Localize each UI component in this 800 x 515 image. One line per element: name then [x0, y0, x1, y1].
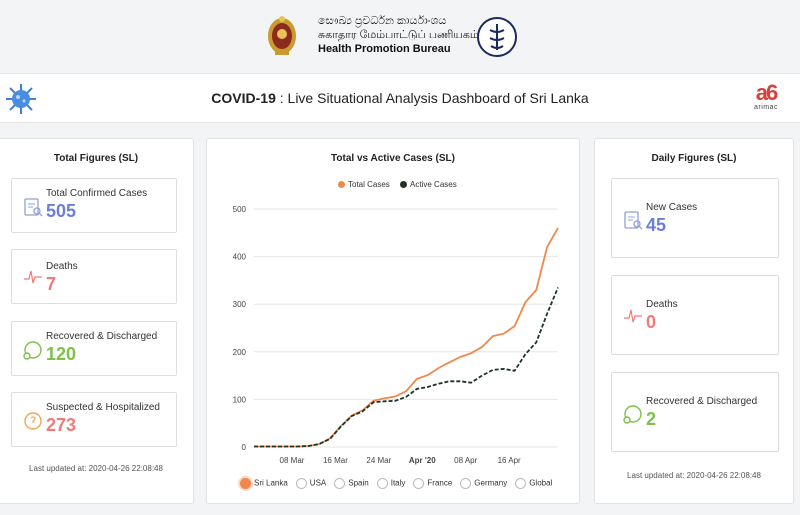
- radio-circle: [240, 478, 251, 489]
- stat-value: 2: [646, 409, 657, 429]
- stat-deaths: Deaths 7: [11, 249, 177, 304]
- x-tick-label: 08 Mar: [280, 456, 305, 465]
- radio-circle: [295, 478, 307, 489]
- country-option-global[interactable]: Global: [515, 478, 552, 489]
- clipboard-search-icon: [24, 198, 43, 217]
- daily-figures-title: Daily Figures (SL): [651, 153, 737, 164]
- bureau-name-tamil: சுகாதார மேம்பாட்டுப் பணியகம்: [318, 29, 479, 41]
- country-option-italy[interactable]: Italy: [376, 478, 406, 489]
- stat-label: New Cases: [646, 202, 698, 213]
- y-tick-label: 100: [233, 395, 247, 404]
- legend-item-total[interactable]: Total Cases: [338, 180, 390, 189]
- x-tick-label: 16 Apr: [498, 456, 521, 465]
- radio-label: Spain: [348, 478, 369, 488]
- radio-label: Italy: [390, 478, 406, 488]
- stat-total-confirmed: Total Confirmed Cases 505: [11, 178, 177, 233]
- stat-label: Deaths: [46, 261, 78, 272]
- arimac-mark-icon: a6: [755, 80, 778, 105]
- total-figures-card: Total Figures (SL) Total Confirmed Cases…: [0, 138, 194, 504]
- recovered-icon: [23, 341, 42, 360]
- hpb-logo-icon: [477, 17, 517, 57]
- last-updated: Last updated at: 2020-04-26 22:08:48: [627, 471, 761, 480]
- stat-value: 273: [46, 415, 77, 435]
- stat-value: 120: [46, 344, 77, 364]
- y-tick-label: 0: [242, 443, 247, 452]
- stat-daily-recovered: Recovered & Discharged 2: [611, 372, 779, 452]
- x-tick-label: 16 Mar: [323, 456, 348, 465]
- stat-label: Suspected & Hospitalized: [46, 402, 160, 413]
- clipboard-search-icon: [624, 211, 643, 230]
- header: සෞඛ්‍ය ප්‍රවර්ධන කාර්යාංශය சுகாதார மேம்ப…: [0, 0, 800, 70]
- country-option-sri-lanka[interactable]: Sri Lanka: [240, 478, 288, 489]
- radio-circle: [376, 478, 388, 489]
- radio-label: France: [427, 478, 453, 488]
- country-option-germany[interactable]: Germany: [460, 478, 507, 489]
- virus-icon: [6, 84, 36, 114]
- stat-label: Deaths: [646, 299, 678, 310]
- stat-label: Recovered & Discharged: [46, 331, 158, 342]
- x-tick-label: 24 Mar: [366, 456, 391, 465]
- legend-dot: [338, 181, 345, 189]
- stat-value: 45: [646, 215, 667, 235]
- title-rest: : Live Situational Analysis Dashboard of…: [275, 90, 589, 106]
- radio-label: Sri Lanka: [254, 478, 288, 488]
- title-bar: COVID-19 : Live Situational Analysis Das…: [0, 73, 800, 123]
- legend-label: Active Cases: [410, 180, 457, 189]
- stat-daily-deaths: Deaths 0: [611, 275, 779, 355]
- title-bold: COVID-19: [211, 90, 276, 106]
- x-tick-label: 08 Apr: [454, 456, 477, 465]
- series-line-active-cases: [254, 287, 559, 448]
- legend-item-active[interactable]: Active Cases: [400, 180, 457, 189]
- bureau-name-english: Health Promotion Bureau: [318, 43, 451, 55]
- stat-new-cases: New Cases 45: [611, 178, 779, 258]
- bureau-name-sinhala: සෞඛ්‍ය ප්‍රවර්ධන කාර්යාංශය: [318, 15, 447, 27]
- line-chart: 0 100 200 300 400 500 08 Mar 16 Mar 24 Mar Apr '2…: [233, 205, 559, 465]
- radio-label: Germany: [474, 478, 508, 488]
- series-line-total-cases: [254, 227, 559, 448]
- sri-lanka-emblem-icon: [268, 16, 296, 55]
- heartbeat-icon: [624, 309, 642, 323]
- y-tick-label: 200: [233, 348, 247, 357]
- radio-label: Global: [529, 478, 553, 488]
- legend-label: Total Cases: [348, 180, 390, 189]
- country-option-france[interactable]: France: [413, 478, 452, 489]
- stat-label: Total Confirmed Cases: [46, 188, 148, 199]
- legend-dot: [400, 181, 408, 189]
- country-option-usa[interactable]: USA: [295, 478, 327, 489]
- country-selector: Sri Lanka USA Spain Italy France Germany Globa…: [240, 478, 560, 489]
- dashboard-title: COVID-19 : Live Situational Analysis Das…: [0, 90, 800, 106]
- radio-circle: [460, 478, 472, 489]
- arimac-wordmark: arimac: [753, 104, 778, 111]
- last-updated: Last updated at: 2020-04-26 22:08:48: [29, 464, 163, 473]
- radio-circle: [413, 478, 425, 489]
- y-tick-label: 400: [233, 253, 247, 262]
- suspected-icon: [24, 412, 42, 430]
- bureau-name: සෞඛ්‍ය ප්‍රවර්ධන කාර්යාංශය சுகாதார மேம்ப…: [318, 14, 479, 56]
- radio-label: USA: [309, 478, 327, 488]
- chart-legend: Total Cases Active Cases: [338, 180, 465, 189]
- recovered-icon: [623, 405, 642, 424]
- x-tick-label: Apr '20: [409, 456, 436, 465]
- radio-circle: [334, 478, 346, 489]
- stat-recovered: Recovered & Discharged 120: [11, 321, 177, 376]
- heartbeat-icon: [24, 270, 42, 284]
- country-option-spain[interactable]: Spain: [334, 478, 369, 489]
- radio-circle: [515, 478, 527, 489]
- chart-title: Total vs Active Cases (SL): [331, 153, 455, 164]
- daily-figures-card: Daily Figures (SL) New Cases 45 Deaths 0…: [594, 138, 794, 504]
- total-figures-title: Total Figures (SL): [53, 153, 139, 164]
- stat-suspected: Suspected & Hospitalized 273: [11, 392, 177, 447]
- y-tick-label: 300: [233, 300, 247, 309]
- arimac-logo[interactable]: a6 arimac: [748, 82, 784, 118]
- y-tick-label: 500: [233, 205, 247, 214]
- stat-label: Recovered & Discharged: [646, 396, 758, 407]
- stat-value: 505: [46, 201, 77, 221]
- stat-value: 0: [646, 312, 657, 332]
- stat-value: 7: [46, 274, 57, 294]
